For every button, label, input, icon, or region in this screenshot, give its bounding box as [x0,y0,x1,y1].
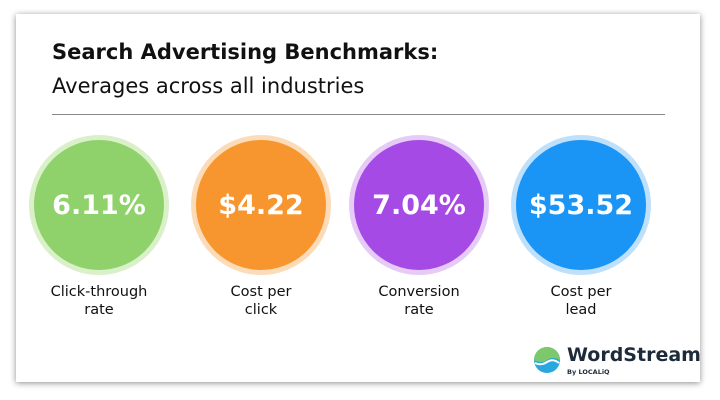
metric-label-line: Click-through [50,284,148,300]
metric-label: Cost per lead [506,283,656,319]
metric-circle: $53.52 [511,135,651,275]
subtitle: Averages across all industries [52,74,365,98]
metric-circle: 7.04% [349,135,489,275]
metric: 7.04% Conversion rate [344,135,494,319]
card: Search Advertising Benchmarks: Averages … [16,14,701,382]
title: Search Advertising Benchmarks: [52,40,439,64]
metric-label: Click-through rate [24,283,174,319]
metric-label-line: rate [404,302,434,318]
metric: $53.52 Cost per lead [506,135,656,319]
metric-label-line: Cost per [550,284,612,300]
metric-label: Cost per click [186,283,336,319]
brand-logo [534,347,560,373]
metric-circle: 6.11% [29,135,169,275]
brand-tagline: By LOCALiQ [567,368,610,376]
divider [52,114,665,115]
brand-name: WordStream [567,344,701,366]
metric-label-line: click [244,302,278,318]
metric: 6.11% Click-through rate [24,135,174,319]
metric-label-line: Cost per [230,284,292,300]
metric-label-line: Conversion [378,284,460,300]
metric: $4.22 Cost per click [186,135,336,319]
metric-label-line: lead [565,302,597,318]
metric-label-line: rate [84,302,114,318]
metric-circle: $4.22 [191,135,331,275]
metric-label: Conversion rate [344,283,494,319]
